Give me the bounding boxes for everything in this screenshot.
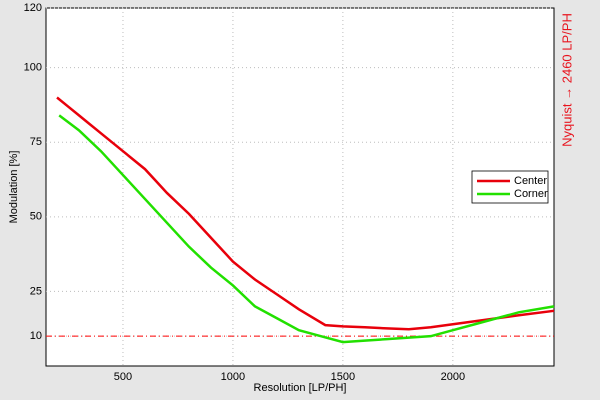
y-tick-label: 50 [30,211,42,223]
x-tick-label: 1000 [221,371,245,383]
x-tick-label: 500 [114,371,132,383]
y-tick-label: 10 [30,330,42,342]
nyquist-annotation: Nyquist → 2460 LP/PH [559,13,574,147]
y-tick-label: 25 [30,285,42,297]
y-tick-label: 120 [24,2,42,14]
x-tick-label: 2000 [441,371,465,383]
x-axis-label: Resolution [LP/PH] [254,382,347,394]
y-tick-label: 100 [24,62,42,74]
y-tick-label: 75 [30,136,42,148]
legend-label: Center [514,175,547,187]
y-axis-label: Modulation [%] [8,151,20,224]
x-tick-label: 1500 [331,371,355,383]
legend-label: Corner [514,188,548,200]
legend [471,170,549,204]
line-series [58,114,555,344]
line-series [56,96,555,331]
